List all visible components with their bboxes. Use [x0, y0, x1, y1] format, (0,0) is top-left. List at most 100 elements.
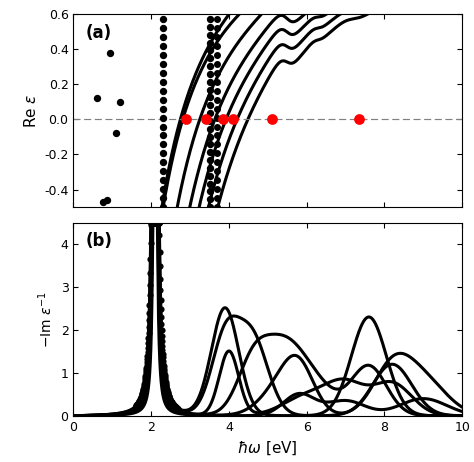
- Point: [159, 195, 167, 202]
- Point: [152, 219, 159, 226]
- Point: [142, 369, 150, 376]
- Point: [144, 340, 152, 347]
- Point: [140, 381, 148, 388]
- Point: [112, 130, 120, 137]
- Point: [142, 371, 149, 378]
- Point: [173, 404, 181, 412]
- Point: [135, 399, 142, 407]
- Point: [133, 402, 140, 409]
- Point: [213, 78, 221, 85]
- Point: [139, 388, 146, 395]
- Point: [159, 186, 167, 193]
- Point: [146, 269, 154, 276]
- Point: [156, 275, 164, 283]
- Point: [154, 219, 162, 226]
- Point: [213, 114, 221, 122]
- Point: [159, 350, 166, 358]
- Point: [206, 117, 213, 125]
- Point: [213, 24, 221, 32]
- Point: [155, 219, 163, 226]
- Point: [159, 78, 167, 85]
- Point: [149, 219, 156, 226]
- Point: [150, 219, 157, 226]
- Point: [144, 348, 151, 356]
- Point: [163, 384, 170, 391]
- Point: [170, 402, 178, 409]
- Point: [213, 168, 221, 175]
- Point: [159, 87, 167, 94]
- Point: [159, 24, 167, 32]
- Point: [158, 337, 166, 345]
- Point: [153, 219, 160, 226]
- Point: [202, 116, 210, 123]
- Point: [213, 69, 221, 77]
- Point: [206, 94, 213, 101]
- Point: [138, 392, 146, 400]
- Point: [159, 158, 167, 166]
- Point: [155, 219, 163, 226]
- Point: [213, 51, 221, 59]
- Point: [153, 219, 161, 226]
- Point: [213, 15, 221, 23]
- Point: [116, 98, 124, 105]
- Point: [138, 390, 146, 397]
- Point: [174, 405, 182, 412]
- Point: [165, 393, 173, 400]
- Point: [144, 344, 152, 352]
- Point: [165, 394, 173, 401]
- Point: [171, 402, 178, 410]
- Point: [161, 372, 168, 379]
- Point: [206, 78, 213, 85]
- Point: [213, 60, 221, 67]
- Point: [172, 403, 179, 411]
- Point: [213, 141, 221, 148]
- Point: [206, 157, 213, 164]
- Y-axis label: $-$Im $\varepsilon^{-1}$: $-$Im $\varepsilon^{-1}$: [36, 291, 55, 347]
- Point: [135, 399, 142, 406]
- Point: [136, 397, 144, 404]
- Point: [141, 376, 149, 383]
- Point: [159, 132, 167, 139]
- Point: [99, 198, 106, 206]
- Point: [147, 239, 155, 247]
- Point: [148, 219, 156, 226]
- Point: [140, 384, 147, 392]
- Point: [162, 378, 169, 386]
- Point: [213, 105, 221, 112]
- Point: [157, 320, 165, 328]
- Point: [229, 116, 237, 123]
- Point: [145, 334, 152, 342]
- Point: [206, 149, 213, 156]
- Point: [159, 168, 167, 175]
- Text: (a): (a): [85, 24, 111, 42]
- Point: [159, 141, 167, 148]
- Point: [164, 388, 171, 395]
- Point: [143, 359, 151, 366]
- Point: [166, 396, 174, 403]
- Point: [137, 393, 145, 401]
- Point: [206, 195, 213, 203]
- Point: [159, 105, 167, 112]
- Point: [132, 402, 140, 409]
- Point: [141, 378, 148, 385]
- Point: [206, 188, 213, 195]
- Point: [268, 116, 275, 123]
- Point: [213, 43, 221, 50]
- Point: [159, 353, 167, 361]
- Point: [171, 403, 179, 410]
- Point: [155, 219, 162, 226]
- Point: [173, 404, 180, 411]
- Point: [140, 383, 147, 391]
- Point: [182, 116, 190, 123]
- Point: [134, 400, 142, 407]
- Point: [213, 132, 221, 139]
- Point: [93, 95, 100, 102]
- Point: [206, 47, 213, 54]
- Point: [151, 219, 158, 226]
- Point: [136, 398, 143, 405]
- Point: [158, 332, 165, 340]
- Point: [167, 397, 174, 405]
- Point: [173, 405, 181, 412]
- Point: [356, 116, 363, 123]
- Point: [159, 123, 167, 130]
